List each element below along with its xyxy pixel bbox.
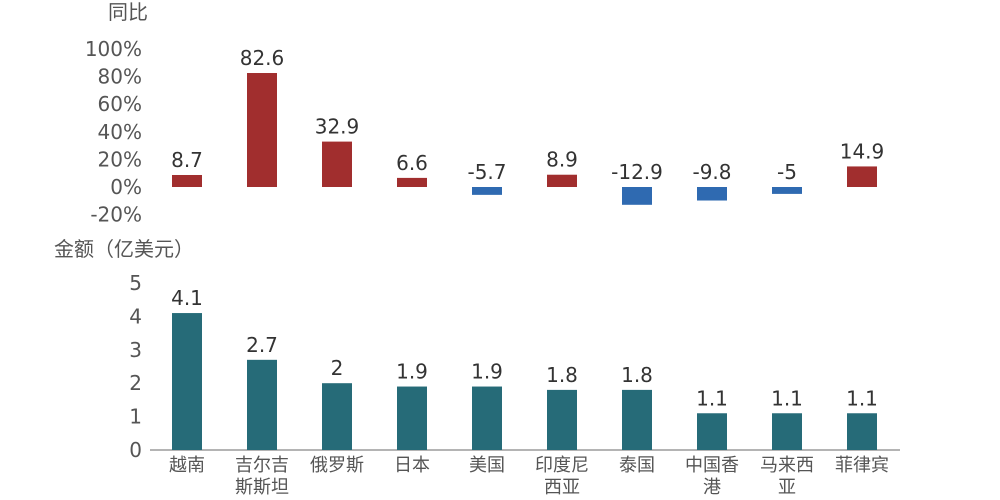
category-label-line: 吉尔吉	[235, 455, 289, 476]
amount-tick-label: 5	[129, 271, 142, 295]
yoy-bar	[322, 141, 352, 187]
yoy-data-label: 8.9	[546, 148, 578, 172]
amount-data-label: 4.1	[171, 286, 203, 310]
amount-bar	[547, 389, 577, 450]
amount-data-label: 1.8	[546, 363, 578, 387]
yoy-data-label: 6.6	[396, 151, 428, 175]
yoy-tick-label: 60%	[98, 92, 142, 116]
yoy-tick-label: 20%	[98, 147, 142, 171]
category-label-line: 俄罗斯	[310, 455, 364, 476]
category-label: 日本	[394, 455, 430, 476]
amount-data-label: 1.9	[471, 360, 503, 384]
amount-data-label: 1.1	[846, 386, 878, 410]
yoy-bar	[622, 187, 652, 205]
amount-tick-label: 2	[129, 371, 142, 395]
yoy-tick-label: 100%	[85, 37, 142, 61]
category-label-line: 斯斯坦	[235, 477, 289, 498]
amount-bar	[172, 313, 202, 450]
yoy-bar	[772, 187, 802, 194]
amount-data-label: 2	[331, 356, 344, 380]
amount-tick-label: 4	[129, 304, 142, 328]
amount-tick-label: 3	[129, 338, 142, 362]
amount-bar	[322, 383, 352, 450]
yoy-bar	[172, 174, 202, 187]
category-label: 泰国	[619, 455, 655, 476]
yoy-data-label: 8.7	[171, 148, 203, 172]
category-label-line: 西亚	[544, 477, 580, 498]
yoy-data-label: -12.9	[611, 160, 663, 184]
category-label-line: 印度尼	[535, 455, 589, 476]
amount-tick-label: 1	[129, 405, 142, 429]
amount-axis-title: 金额（亿美元）	[54, 237, 194, 261]
category-label: 马来西亚	[760, 455, 814, 498]
amount-bar	[622, 389, 652, 450]
yoy-bar	[697, 187, 727, 201]
yoy-data-label: 14.9	[840, 139, 885, 163]
category-label-line: 中国香	[685, 455, 739, 476]
category-label: 美国	[469, 455, 505, 476]
yoy-tick-label: 80%	[98, 65, 142, 89]
category-label-line: 越南	[169, 455, 205, 476]
amount-data-label: 2.7	[246, 333, 278, 357]
yoy-tick-label: 0%	[110, 175, 142, 199]
category-label-line: 泰国	[619, 455, 655, 476]
yoy-bar	[247, 73, 277, 187]
yoy-data-label: -9.8	[692, 160, 731, 184]
amount-bar	[847, 413, 877, 450]
yoy-bar	[847, 166, 877, 187]
yoy-bar	[472, 187, 502, 195]
amount-bar	[247, 359, 277, 450]
yoy-tick-label: -20%	[90, 203, 142, 227]
yoy-data-label: 32.9	[315, 115, 360, 139]
amount-bar	[397, 386, 427, 450]
amount-bar	[472, 386, 502, 450]
category-label-line: 菲律宾	[835, 455, 889, 476]
yoy-tick-label: 40%	[98, 120, 142, 144]
category-label-line: 美国	[469, 455, 505, 476]
amount-bar	[697, 413, 727, 450]
category-label-line: 港	[703, 477, 721, 498]
amount-bar	[772, 413, 802, 450]
yoy-bar	[397, 177, 427, 187]
category-label-line: 亚	[778, 477, 796, 498]
yoy-data-label: -5	[777, 160, 797, 184]
chart-layer: 同比 -20% 0% 20% 40% 60% 80% 100% 8.7 82.6 32.9 6.6 -5…	[54, 0, 900, 498]
category-label: 俄罗斯	[310, 455, 364, 476]
yoy-axis-title: 同比	[108, 0, 148, 24]
amount-tick-label: 0	[129, 438, 142, 462]
yoy-data-label: 82.6	[240, 46, 285, 70]
amount-data-label: 1.1	[771, 386, 803, 410]
category-label-line: 日本	[394, 455, 430, 476]
category-label: 中国香港	[685, 455, 739, 498]
category-label-line: 马来西	[760, 455, 814, 476]
amount-data-label: 1.1	[696, 386, 728, 410]
yoy-bar	[547, 174, 577, 187]
yoy-data-label: -5.7	[467, 160, 506, 184]
category-label: 越南	[169, 455, 205, 476]
category-label: 菲律宾	[835, 455, 889, 476]
amount-data-label: 1.8	[621, 363, 653, 387]
category-label: 印度尼西亚	[535, 455, 589, 498]
category-label: 吉尔吉斯斯坦	[235, 455, 289, 498]
amount-data-label: 1.9	[396, 360, 428, 384]
